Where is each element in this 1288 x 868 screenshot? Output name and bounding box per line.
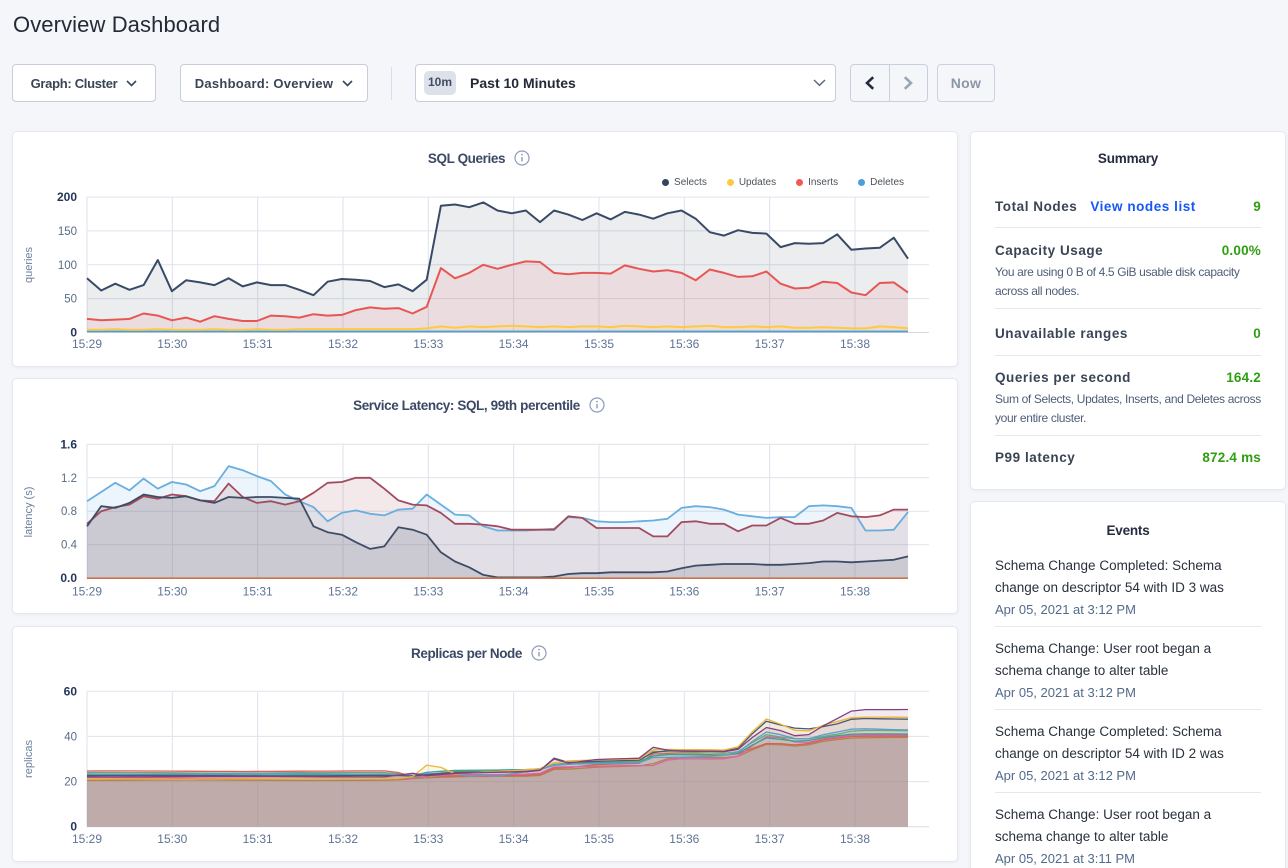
svg-text:0.4: 0.4 [61, 540, 78, 552]
svg-text:queries: queries [23, 246, 35, 283]
svg-text:15:31: 15:31 [243, 337, 273, 351]
svg-text:15:34: 15:34 [499, 832, 529, 846]
svg-text:50: 50 [64, 294, 77, 306]
svg-text:15:38: 15:38 [840, 832, 870, 846]
svg-text:0.8: 0.8 [61, 506, 77, 518]
svg-text:15:34: 15:34 [499, 585, 529, 599]
svg-text:15:32: 15:32 [328, 585, 358, 599]
svg-text:15:37: 15:37 [755, 337, 785, 351]
svg-text:latency (s): latency (s) [23, 487, 35, 538]
svg-text:200: 200 [57, 190, 77, 204]
svg-text:15:31: 15:31 [243, 832, 273, 846]
svg-text:0.0: 0.0 [60, 571, 77, 585]
svg-text:15:35: 15:35 [584, 832, 614, 846]
svg-text:15:33: 15:33 [413, 585, 443, 599]
svg-text:15:30: 15:30 [157, 337, 187, 351]
svg-text:15:36: 15:36 [669, 832, 699, 846]
svg-text:15:29: 15:29 [72, 337, 102, 351]
svg-text:0: 0 [70, 820, 77, 834]
svg-text:15:35: 15:35 [584, 585, 614, 599]
svg-text:15:37: 15:37 [755, 832, 785, 846]
svg-text:40: 40 [64, 731, 77, 743]
svg-text:15:29: 15:29 [72, 832, 102, 846]
svg-text:15:36: 15:36 [669, 337, 699, 351]
svg-text:100: 100 [58, 260, 77, 272]
svg-text:15:38: 15:38 [840, 337, 870, 351]
svg-text:15:31: 15:31 [243, 585, 273, 599]
svg-text:15:38: 15:38 [840, 585, 870, 599]
svg-text:15:32: 15:32 [328, 337, 358, 351]
svg-text:15:37: 15:37 [755, 585, 785, 599]
svg-text:1.2: 1.2 [61, 473, 77, 485]
svg-text:20: 20 [64, 777, 77, 789]
svg-text:replicas: replicas [23, 740, 35, 778]
svg-text:0: 0 [70, 326, 77, 340]
svg-text:15:34: 15:34 [499, 337, 529, 351]
svg-text:1.6: 1.6 [60, 437, 77, 451]
svg-text:15:30: 15:30 [157, 832, 187, 846]
svg-text:15:33: 15:33 [413, 337, 443, 351]
svg-text:15:36: 15:36 [669, 585, 699, 599]
svg-text:15:35: 15:35 [584, 337, 614, 351]
svg-text:15:32: 15:32 [328, 832, 358, 846]
svg-text:150: 150 [58, 226, 77, 238]
svg-text:15:30: 15:30 [157, 585, 187, 599]
svg-text:15:29: 15:29 [72, 585, 102, 599]
svg-text:15:33: 15:33 [413, 832, 443, 846]
svg-text:60: 60 [64, 684, 78, 698]
